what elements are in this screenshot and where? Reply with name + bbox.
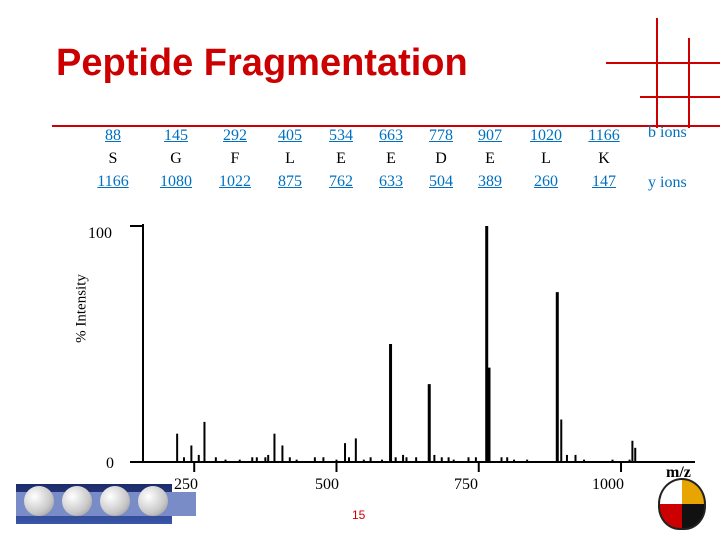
y-ion-mass: 633 (379, 173, 403, 190)
corner-rule-horizontal-2 (640, 96, 720, 98)
x-tick-label-750: 750 (454, 476, 478, 493)
b-ion-mass: 534 (329, 127, 353, 144)
b-ion-mass: 663 (379, 127, 403, 144)
b-ion-mass: 1020 (530, 127, 562, 144)
y-tick-100: 100 (88, 225, 112, 242)
b-ion-mass: 778 (429, 127, 453, 144)
title-rule (52, 125, 720, 127)
b-ion-mass: 292 (223, 127, 247, 144)
y-ion-mass: 260 (534, 173, 558, 190)
b-ion-mass: 907 (478, 127, 502, 144)
cbcb-logo-letter-c-2 (100, 486, 130, 516)
cbcb-logo-letter-c (24, 486, 54, 516)
residue-letter: E (386, 150, 396, 167)
cbcb-logo-letter-b-2 (138, 486, 168, 516)
x-tick-label-250: 250 (174, 476, 198, 493)
corner-rule-vertical-2 (688, 38, 690, 128)
y-ion-mass: 1166 (97, 173, 129, 190)
residue-letter: G (170, 150, 182, 167)
y-ion-mass: 762 (329, 173, 353, 190)
y-ion-mass: 147 (592, 173, 616, 190)
y-ion-mass: 875 (278, 173, 302, 190)
b-ion-mass: 88 (105, 127, 121, 144)
fragment-column: 88 S 1166 (83, 124, 143, 193)
b-ion-mass: 405 (278, 127, 302, 144)
cbcb-logo (16, 484, 196, 524)
residue-letter: L (541, 150, 551, 167)
residue-letter: S (108, 150, 118, 167)
university-seal (658, 478, 706, 530)
residue-letter: E (485, 150, 495, 167)
x-tick-label-500: 500 (315, 476, 339, 493)
fragment-column: 534 E 762 (311, 124, 371, 193)
y-ion-mass: 1080 (160, 173, 192, 190)
y-ion-mass: 389 (478, 173, 502, 190)
residue-letter: F (230, 150, 240, 167)
residue-letter: D (435, 150, 447, 167)
y-tick-0: 0 (106, 455, 114, 472)
residue-letter: K (598, 150, 610, 167)
y-ion-mass: 1022 (219, 173, 251, 190)
x-tick-label-1000: 1000 (592, 476, 624, 493)
b-ions-label: b ions (648, 124, 687, 141)
b-ion-mass: 1166 (588, 127, 620, 144)
y-ion-mass: 504 (429, 173, 453, 190)
cbcb-logo-letter-b (62, 486, 92, 516)
x-axis-label: m/z (666, 464, 691, 481)
fragment-column: 292 F 1022 (205, 124, 265, 193)
b-ion-mass: 145 (164, 127, 188, 144)
corner-rule-vertical (656, 18, 658, 128)
corner-rule-horizontal (606, 62, 720, 64)
fragment-column: 778 D 504 (411, 124, 471, 193)
y-ions-label: y ions (648, 174, 687, 191)
page-number: 15 (352, 508, 366, 522)
residue-letter: E (336, 150, 346, 167)
fragment-column: 663 E 633 (361, 124, 421, 193)
fragment-column: 1020 L 260 (516, 124, 576, 193)
fragment-column: 405 L 875 (260, 124, 320, 193)
fragment-column: 907 E 389 (460, 124, 520, 193)
fragment-column: 1166 K 147 (574, 124, 634, 193)
residue-letter: L (285, 150, 295, 167)
fragment-column: 145 G 1080 (146, 124, 206, 193)
slide-title: Peptide Fragmentation (56, 42, 468, 84)
